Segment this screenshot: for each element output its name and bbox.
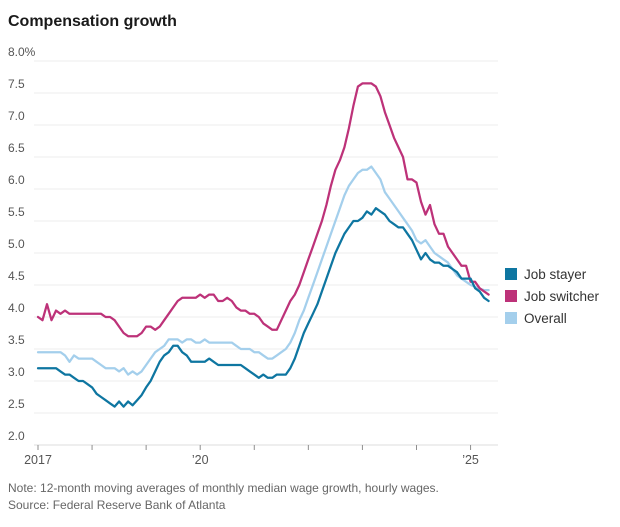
y-axis-label: 4.5	[8, 269, 25, 283]
y-axis-label: 3.5	[8, 333, 25, 347]
legend-row-overall: Overall	[505, 307, 599, 329]
chart-title: Compensation growth	[8, 13, 177, 30]
source-text: Source: Federal Reserve Bank of Atlanta	[8, 498, 226, 512]
y-axis-label: 2.0	[8, 429, 25, 443]
y-axis-label: 2.5	[8, 397, 25, 411]
series-line-overall	[36, 165, 490, 376]
y-axis-label: 7.0	[8, 109, 25, 123]
x-axis-label: ’20	[192, 453, 209, 467]
legend-label-overall: Overall	[524, 310, 567, 326]
x-axis-label: ’25	[462, 453, 479, 467]
legend-label-job-switcher: Job switcher	[524, 288, 600, 304]
y-axis-label: 5.0	[8, 237, 25, 251]
y-axis-label: 5.5	[8, 205, 25, 219]
series-line-job-switcher	[36, 82, 490, 338]
legend-row-job-stayer: Job stayer	[505, 263, 599, 285]
y-axis-label: 7.5	[8, 77, 25, 91]
y-axis-label: 6.0	[8, 173, 25, 187]
legend-label-job-stayer: Job stayer	[524, 266, 587, 282]
job-stayer-swatch-icon	[505, 268, 517, 280]
x-axis-label: 2017	[24, 453, 52, 467]
legend: Job stayer Job switcher Overall	[505, 263, 599, 329]
overall-swatch-icon	[505, 312, 517, 324]
y-axis-label: 6.5	[8, 141, 25, 155]
y-axis-label: 8.0%	[8, 45, 36, 59]
note-text: Note: 12-month moving averages of monthl…	[8, 481, 439, 495]
y-axis-label: 4.0	[8, 301, 25, 315]
series-line-job-stayer	[36, 207, 490, 408]
legend-row-job-switcher: Job switcher	[505, 285, 599, 307]
y-axis-label: 3.0	[8, 365, 25, 379]
job-switcher-swatch-icon	[505, 290, 517, 302]
